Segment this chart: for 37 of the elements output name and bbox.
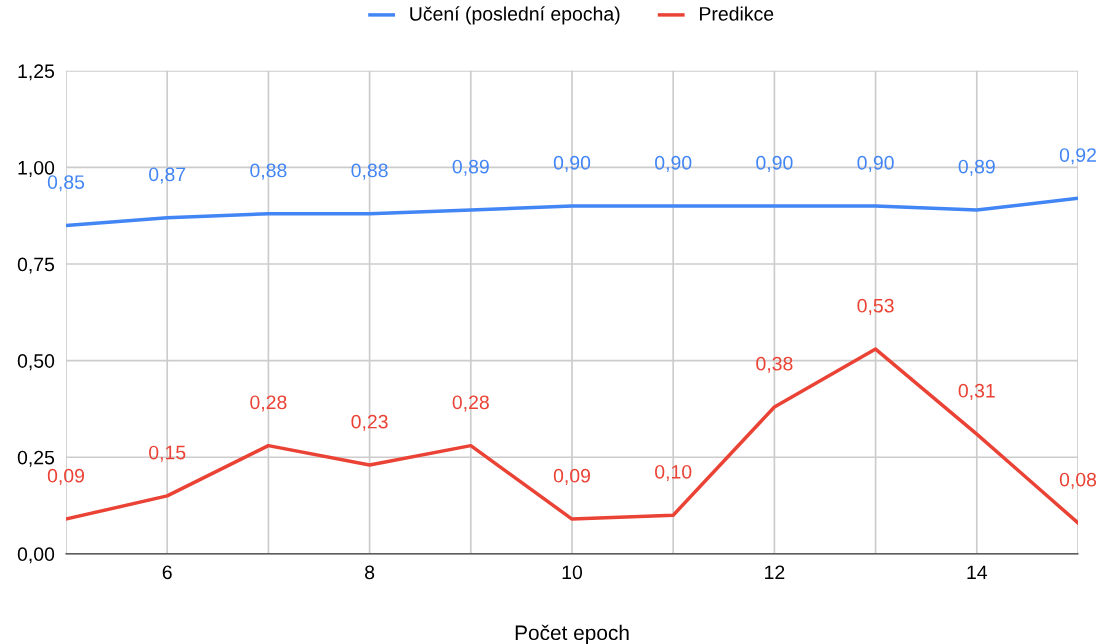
data-label: 0,85 bbox=[47, 175, 85, 192]
data-label: 0,10 bbox=[655, 464, 692, 482]
data-label: 0,90 bbox=[756, 155, 793, 172]
data-label: 0,28 bbox=[452, 395, 489, 412]
data-label: 0,89 bbox=[452, 159, 489, 176]
y-tick-label: 1,00 bbox=[18, 160, 55, 177]
data-label: 0,08 bbox=[1059, 472, 1097, 489]
data-label: 0,90 bbox=[857, 155, 894, 172]
x-tick-label: 8 bbox=[365, 565, 375, 580]
data-label: 0,88 bbox=[250, 163, 287, 180]
data-label: 0,15 bbox=[149, 445, 186, 462]
data-label: 0,31 bbox=[958, 383, 995, 400]
data-label: 0,88 bbox=[351, 163, 388, 180]
y-tick-label: 0,25 bbox=[17, 450, 55, 467]
x-tick-label: 14 bbox=[967, 565, 988, 580]
data-label: 0,87 bbox=[149, 167, 186, 184]
legend-label: Predikce bbox=[700, 6, 774, 21]
x-axis-title: Počet epoch bbox=[515, 624, 629, 644]
y-tick-label: 0,00 bbox=[17, 547, 55, 564]
data-label: 0,23 bbox=[351, 414, 388, 431]
data-label: 0,90 bbox=[655, 155, 692, 172]
y-tick-label: 0,50 bbox=[17, 354, 55, 371]
x-tick-label: 6 bbox=[162, 565, 172, 580]
data-label: 0,38 bbox=[756, 356, 793, 373]
line-series bbox=[66, 196, 1078, 228]
x-tick-label: 12 bbox=[765, 565, 785, 580]
data-label: 0,89 bbox=[958, 159, 995, 176]
x-tick-label: 10 bbox=[562, 565, 583, 580]
data-label: 0,53 bbox=[857, 298, 894, 315]
data-label: 0,09 bbox=[47, 468, 84, 485]
data-label: 0,09 bbox=[553, 468, 590, 485]
data-label: 0,28 bbox=[250, 395, 287, 412]
y-tick-label: 1,25 bbox=[18, 64, 55, 81]
data-label: 0,92 bbox=[1059, 148, 1096, 165]
legend-label: Učení (poslední epocha) bbox=[410, 6, 620, 25]
data-label: 0,90 bbox=[553, 155, 591, 172]
y-tick-label: 0,75 bbox=[17, 257, 55, 274]
